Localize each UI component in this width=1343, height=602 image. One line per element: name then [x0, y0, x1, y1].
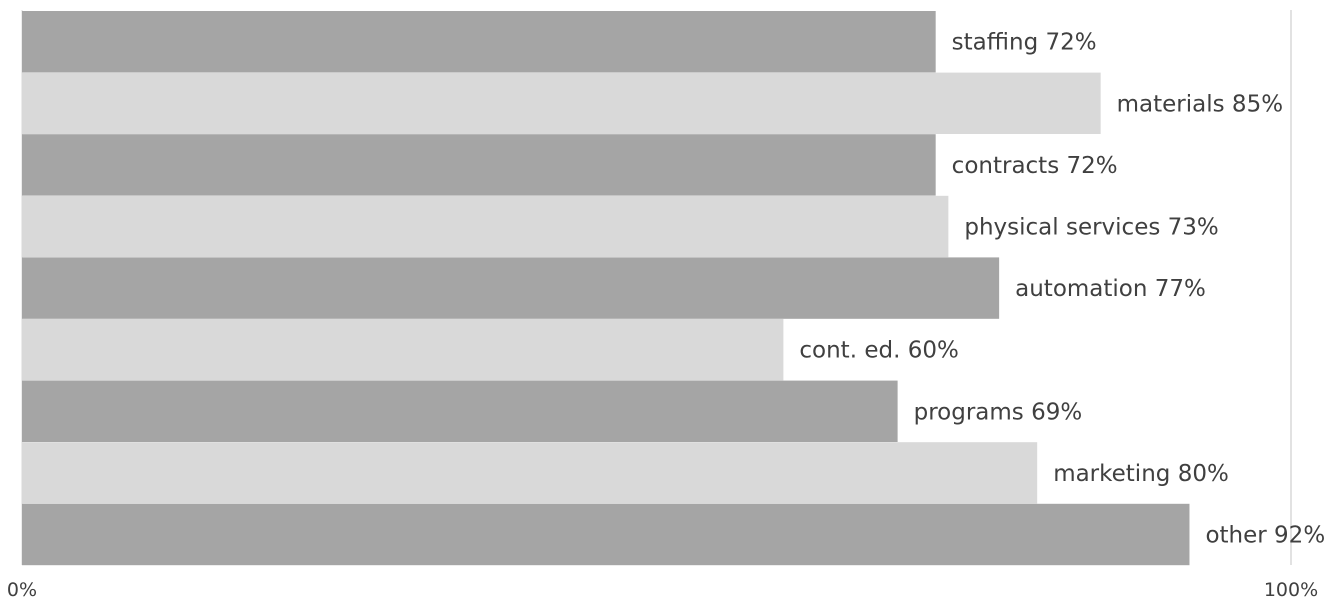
bar-label-staffing: staffing 72% — [952, 30, 1097, 56]
bar-physical-services — [22, 195, 949, 258]
bar-automation — [22, 257, 1000, 319]
bar-label-materials: materials 85% — [1117, 91, 1283, 117]
bar-cont-ed- — [22, 319, 784, 381]
bar-labels-group: staffing 72% materials 85% contracts 72% ph… — [799, 30, 1325, 549]
x-tick-label-100: 100% — [1264, 579, 1318, 601]
bar-label-programs: programs 69% — [914, 399, 1083, 425]
bars-group — [22, 11, 1190, 566]
bar-other — [22, 503, 1190, 566]
x-tick-label-0: 0% — [7, 579, 37, 601]
x-tick-labels: 0% 100% — [7, 579, 1318, 601]
bar-label-cont-ed-: cont. ed. 60% — [799, 338, 958, 364]
bar-programs — [22, 380, 898, 442]
bar-contracts — [22, 134, 936, 196]
bar-label-other: other 92% — [1205, 523, 1325, 549]
bar-label-marketing: marketing 80% — [1053, 461, 1229, 487]
bar-staffing — [22, 11, 936, 73]
bar-label-contracts: contracts 72% — [952, 153, 1118, 179]
bar-label-physical-services: physical services 73% — [964, 215, 1218, 241]
bar-marketing — [22, 442, 1038, 504]
bar-materials — [22, 72, 1101, 134]
bar-label-automation: automation 77% — [1015, 276, 1206, 302]
